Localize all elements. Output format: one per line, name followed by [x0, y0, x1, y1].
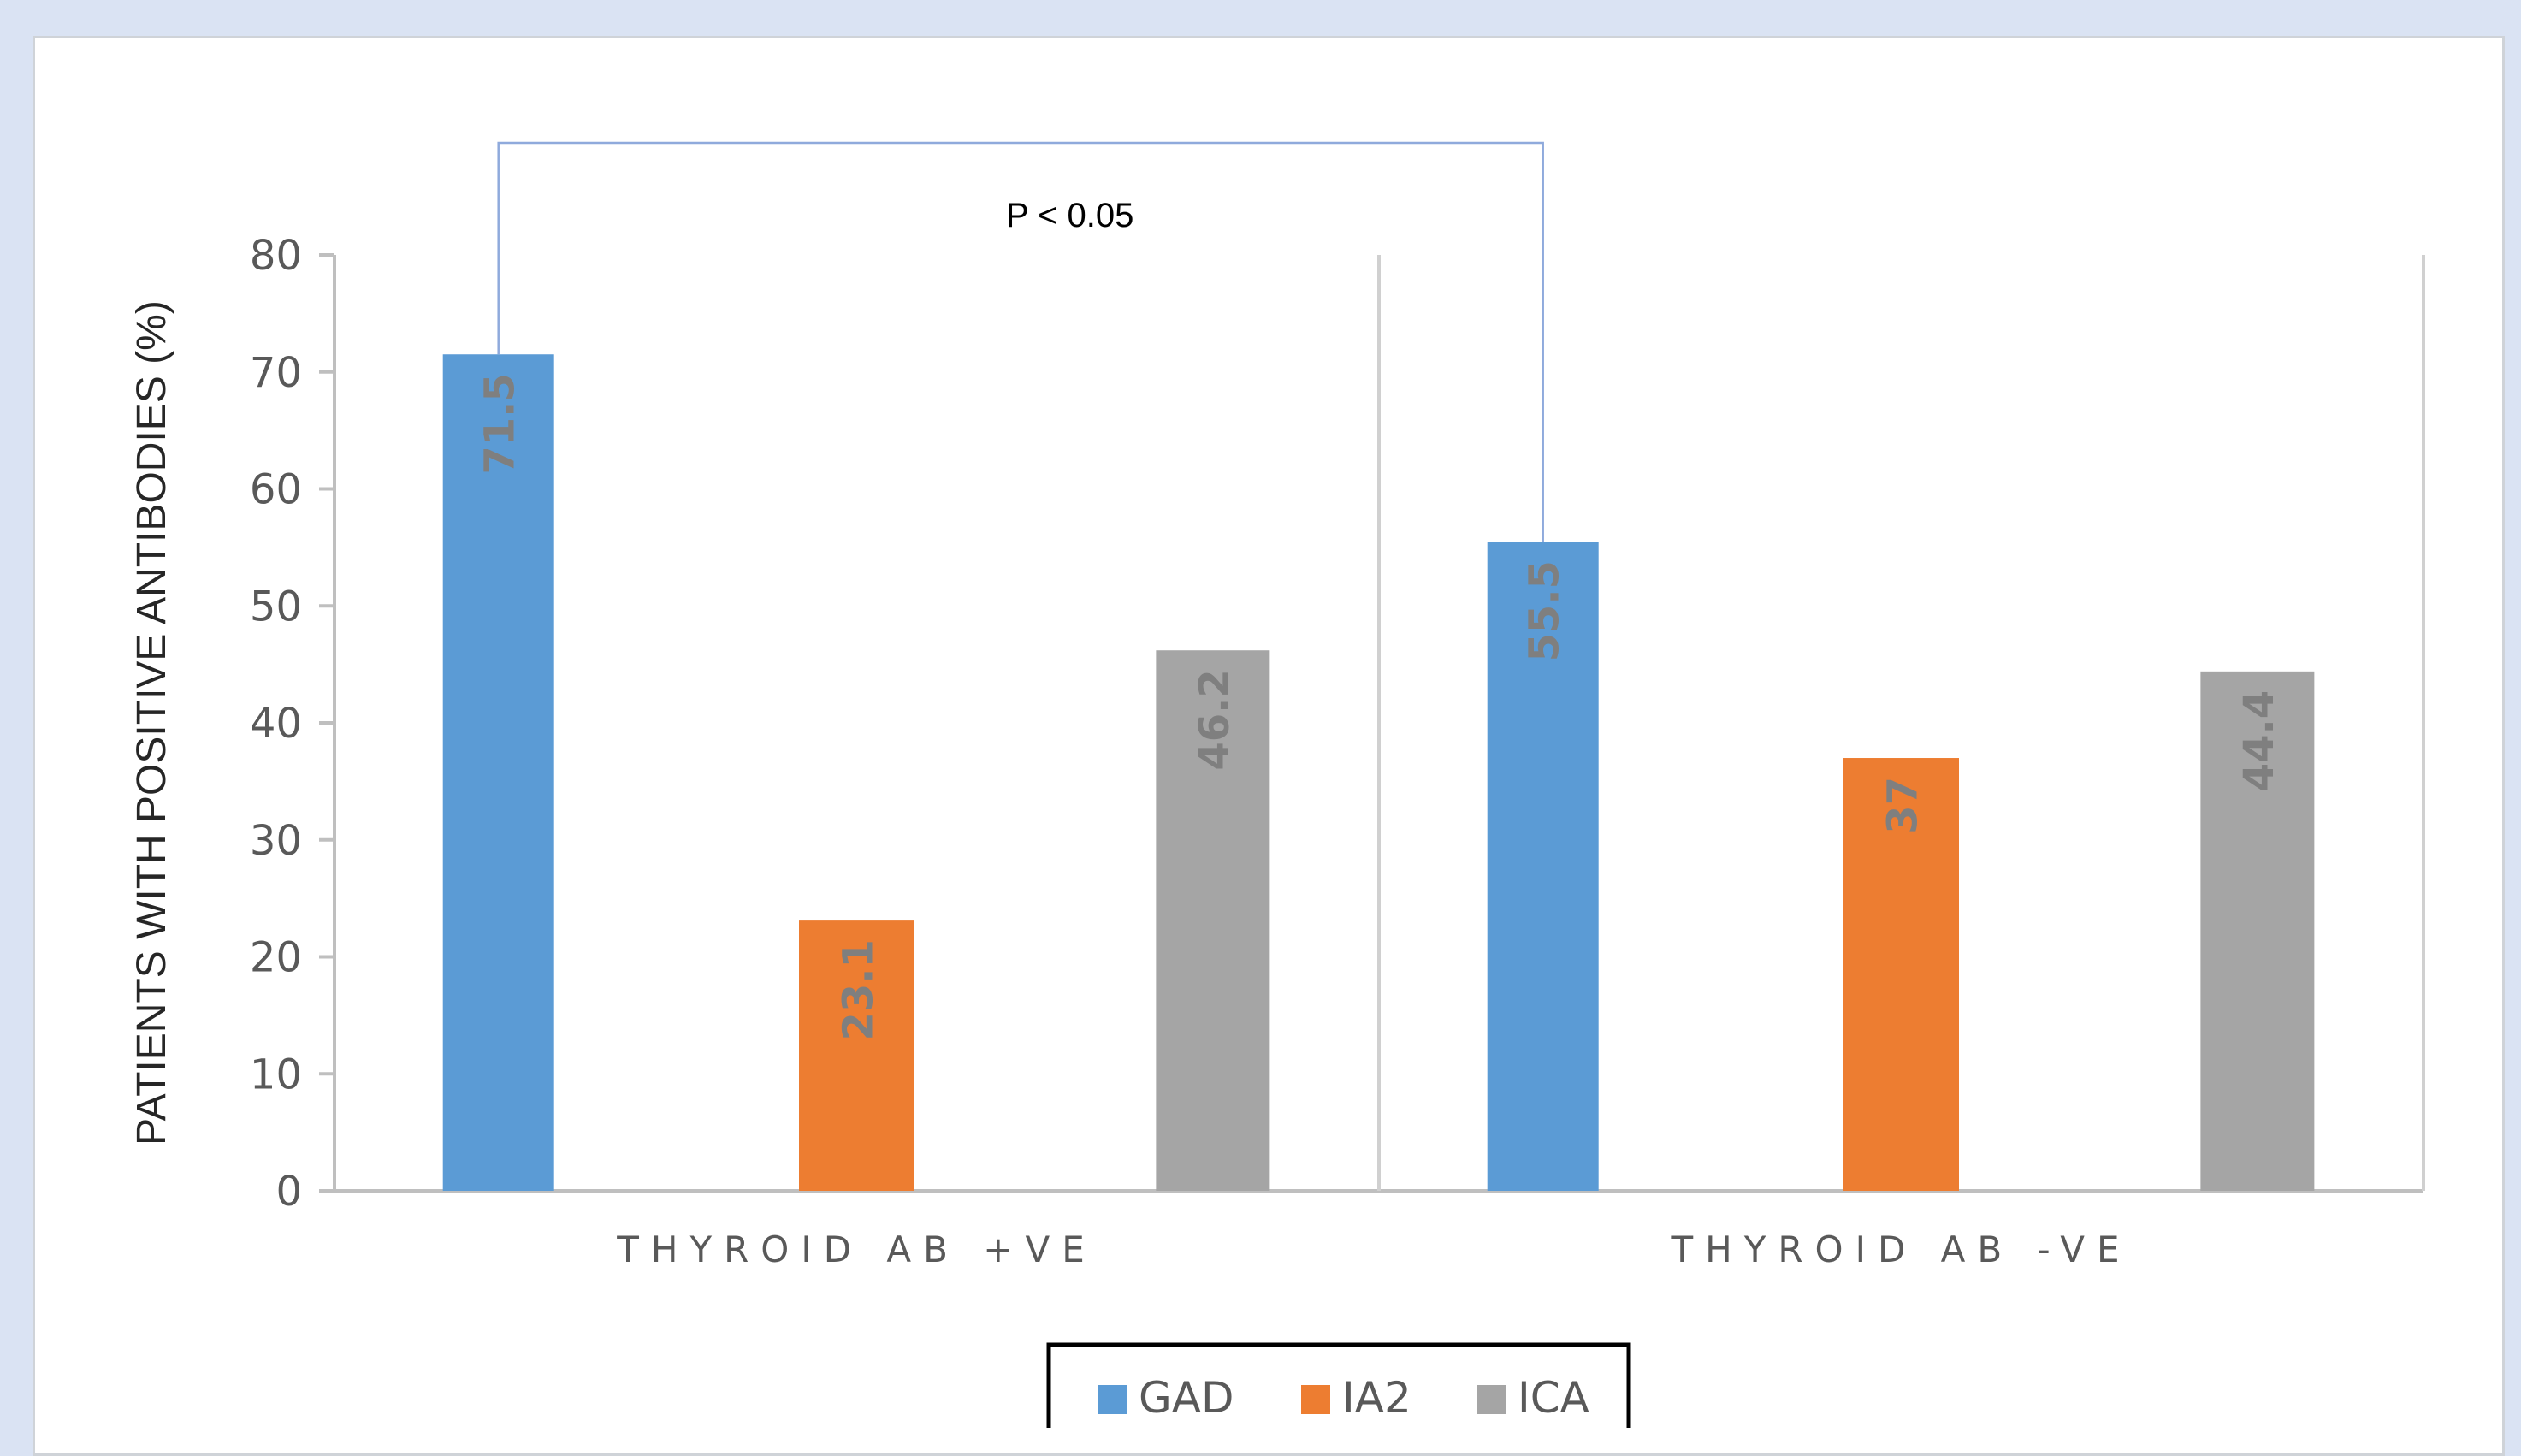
y-axis-title: PATIENTS WITH POSITIVE ANTIBODIES (%)	[129, 300, 175, 1145]
x-category-label: THYROID AB -VE	[1670, 1228, 2131, 1270]
legend-swatch-gad	[1098, 1385, 1127, 1414]
y-tick-label: 20	[250, 934, 302, 982]
y-tick-label: 50	[250, 583, 302, 630]
chart-panel: 0 10 20 30 40 50 60 70 80 PATIENTS WITH POSITIVE …	[33, 36, 2505, 1456]
y-tick-label: 0	[275, 1168, 302, 1216]
data-label: 46.2	[1191, 669, 1239, 770]
bars	[442, 354, 2315, 1191]
y-tick-label: 30	[250, 817, 302, 865]
x-category-label: THYROID AB +VE	[616, 1228, 1097, 1270]
bar-gad	[442, 354, 554, 1191]
bar-chart: 0 10 20 30 40 50 60 70 80 PATIENTS WITH POSITIVE …	[129, 141, 2425, 1428]
bar-ica	[1156, 650, 1270, 1191]
significance-bracket	[497, 141, 1544, 542]
legend-label-gad: GAD	[1139, 1373, 1234, 1423]
data-label: 44.4	[2235, 690, 2283, 791]
y-tick-label: 10	[250, 1051, 302, 1098]
legend: GAD IA2 ICA	[1046, 1342, 1631, 1428]
y-tick-label: 80	[250, 232, 302, 280]
legend-label-ia2: IA2	[1342, 1373, 1411, 1423]
bar-ia2	[799, 920, 914, 1191]
data-labels: 71.5 55.5 23.1 37 46.2 44.4	[476, 373, 2283, 1040]
bar-ica	[2200, 671, 2315, 1191]
data-label: 37	[1879, 777, 1927, 834]
data-label: 23.1	[835, 939, 883, 1040]
y-tick-label: 40	[250, 700, 302, 748]
data-label: 71.5	[476, 373, 524, 474]
bar-ia2	[1843, 758, 1959, 1191]
p-value-label: P < 0.05	[1006, 197, 1133, 234]
bar-gad	[1487, 542, 1599, 1191]
data-label: 55.5	[1521, 560, 1569, 661]
y-tick-label: 70	[250, 349, 302, 397]
legend-box	[1046, 1342, 1631, 1428]
legend-swatch-ica	[1477, 1385, 1506, 1414]
legend-swatch-ia2	[1301, 1385, 1330, 1414]
y-tick-label: 60	[250, 466, 302, 514]
axes: 0 10 20 30 40 50 60 70 80 PATIENTS WITH POSITIVE …	[129, 232, 2425, 1270]
significance-annotation: P < 0.05	[497, 141, 1544, 542]
legend-label-ica: ICA	[1518, 1373, 1589, 1423]
